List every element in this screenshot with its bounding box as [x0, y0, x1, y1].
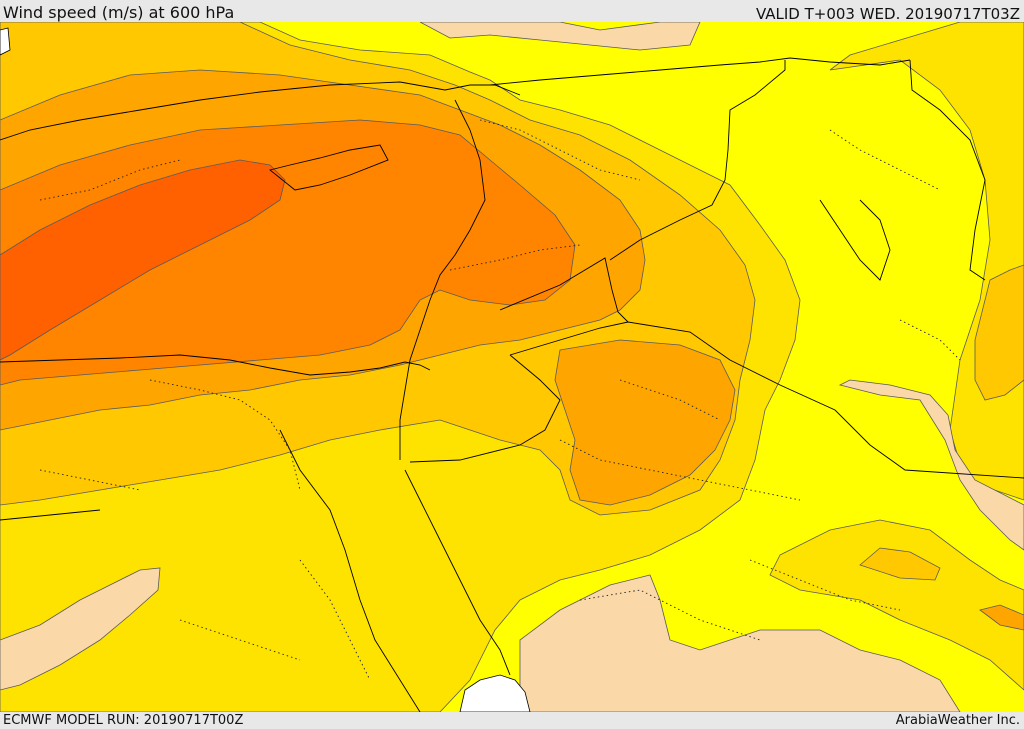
header-bar: Wind speed (m/s) at 600 hPa VALID T+003 … [0, 0, 1024, 23]
wind-speed-map[interactable] [0, 22, 1024, 712]
border-jordan-saudi [509, 321, 1024, 479]
contour-band-4-east [979, 604, 1024, 631]
coast-turkey-south [0, 81, 521, 141]
cyprus [269, 144, 389, 191]
gulf-coast [819, 199, 891, 281]
map-canvas [0, 22, 1024, 712]
contour-band-3-southeast [859, 547, 941, 581]
border-jordan-iraq [499, 257, 629, 323]
model-run-label: ECMWF MODEL RUN: 20190717T00Z [3, 713, 244, 728]
map-title: Wind speed (m/s) at 600 hPa [3, 3, 235, 22]
internal-boundaries [39, 119, 961, 681]
contour-band-lowest-n [419, 22, 701, 51]
borders [0, 57, 1024, 712]
border-iran-iraq [909, 59, 986, 281]
border-iraq-syria [609, 60, 786, 261]
border-egypt-libya [0, 509, 101, 521]
coast-egypt-north [0, 354, 431, 376]
contour-band-4-south [554, 339, 736, 506]
sea-unshaded-nw [0, 27, 11, 56]
coast-north [489, 57, 911, 86]
contour-band-2-southeast [769, 519, 1024, 691]
contour-band-lowest-e [838, 379, 1024, 551]
valid-time-label: VALID T+003 WED. 20190717T03Z [755, 5, 1020, 23]
contour-band-3-east [974, 264, 1024, 401]
footer-bar: ECMWF MODEL RUN: 20190717T00Z ArabiaWeat… [0, 712, 1024, 729]
sea-unshaded [459, 674, 531, 712]
credit-label: ArabiaWeather Inc. [895, 713, 1020, 728]
border-saudi-jordan-west [409, 354, 561, 463]
red-sea-coast-west [279, 429, 421, 712]
coast-levant [399, 99, 486, 460]
contour-band-6 [0, 159, 286, 361]
contour-band-lowest-sw [0, 567, 161, 691]
contour-band-lowest-s [519, 574, 961, 712]
red-sea-coast-east [404, 469, 511, 676]
